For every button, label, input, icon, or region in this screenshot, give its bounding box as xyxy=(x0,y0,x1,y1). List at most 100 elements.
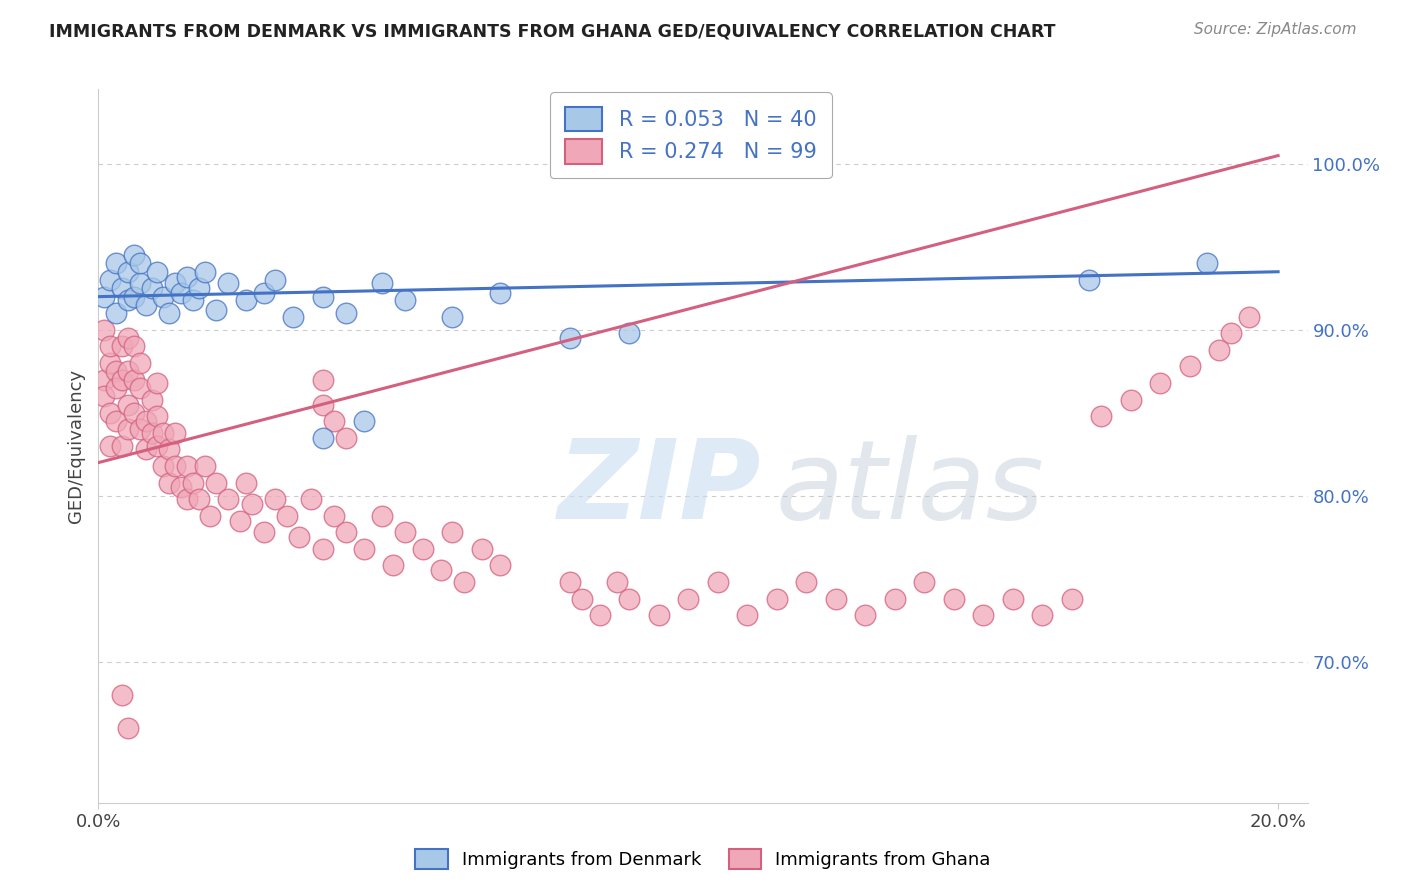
Point xyxy=(170,286,193,301)
Point xyxy=(146,376,169,390)
Point xyxy=(1090,409,1112,424)
Text: Source: ZipAtlas.com: Source: ZipAtlas.com xyxy=(1194,22,1357,37)
Point xyxy=(252,525,274,540)
Point xyxy=(117,293,139,307)
Point xyxy=(93,290,115,304)
Point xyxy=(912,575,935,590)
Point xyxy=(281,310,304,324)
Point xyxy=(252,286,274,301)
Legend: Immigrants from Denmark, Immigrants from Ghana: Immigrants from Denmark, Immigrants from… xyxy=(406,839,1000,879)
Point xyxy=(240,497,263,511)
Point xyxy=(205,475,228,490)
Point xyxy=(122,406,145,420)
Point xyxy=(794,575,817,590)
Point xyxy=(105,381,128,395)
Point xyxy=(735,608,758,623)
Point xyxy=(157,475,180,490)
Point xyxy=(152,425,174,440)
Point xyxy=(1078,273,1101,287)
Point xyxy=(288,530,311,544)
Point xyxy=(205,302,228,317)
Point xyxy=(370,508,392,523)
Point xyxy=(353,541,375,556)
Point xyxy=(264,492,287,507)
Point xyxy=(98,273,121,287)
Point xyxy=(93,389,115,403)
Point xyxy=(176,458,198,473)
Point xyxy=(429,564,451,578)
Point xyxy=(235,293,257,307)
Point xyxy=(117,364,139,378)
Point xyxy=(264,273,287,287)
Point xyxy=(128,422,150,436)
Point xyxy=(111,339,134,353)
Point xyxy=(105,364,128,378)
Point xyxy=(706,575,728,590)
Point xyxy=(311,541,333,556)
Point xyxy=(619,591,641,606)
Point xyxy=(311,373,333,387)
Point xyxy=(678,591,700,606)
Point xyxy=(128,381,150,395)
Point xyxy=(619,326,641,340)
Point xyxy=(471,541,494,556)
Point xyxy=(165,277,187,291)
Point xyxy=(1119,392,1142,407)
Point xyxy=(1031,608,1053,623)
Point xyxy=(824,591,846,606)
Point xyxy=(98,439,121,453)
Point xyxy=(194,265,217,279)
Point xyxy=(394,293,416,307)
Point xyxy=(181,475,204,490)
Point xyxy=(1001,591,1024,606)
Point xyxy=(335,306,357,320)
Point xyxy=(276,508,298,523)
Point xyxy=(217,492,239,507)
Point xyxy=(235,475,257,490)
Point xyxy=(311,431,333,445)
Point xyxy=(1060,591,1083,606)
Point xyxy=(146,439,169,453)
Point xyxy=(128,277,150,291)
Point xyxy=(176,269,198,284)
Point xyxy=(299,492,322,507)
Point xyxy=(560,331,582,345)
Point xyxy=(117,422,139,436)
Point xyxy=(165,458,187,473)
Point xyxy=(135,414,157,428)
Point xyxy=(1219,326,1241,340)
Point xyxy=(105,414,128,428)
Point xyxy=(111,439,134,453)
Point xyxy=(648,608,671,623)
Point xyxy=(229,514,252,528)
Point xyxy=(117,265,139,279)
Point xyxy=(942,591,965,606)
Point xyxy=(412,541,434,556)
Point xyxy=(1208,343,1230,357)
Point xyxy=(1197,256,1219,270)
Point xyxy=(382,558,405,573)
Point xyxy=(105,256,128,270)
Point xyxy=(141,281,163,295)
Y-axis label: GED/Equivalency: GED/Equivalency xyxy=(66,369,84,523)
Point xyxy=(141,425,163,440)
Point xyxy=(488,558,510,573)
Point xyxy=(765,591,787,606)
Point xyxy=(323,414,346,428)
Point xyxy=(122,290,145,304)
Text: ZIP: ZIP xyxy=(558,435,762,542)
Point xyxy=(441,525,464,540)
Point xyxy=(311,397,333,411)
Point xyxy=(853,608,876,623)
Point xyxy=(157,442,180,457)
Point xyxy=(98,356,121,370)
Point xyxy=(152,290,174,304)
Point xyxy=(98,406,121,420)
Point xyxy=(157,306,180,320)
Text: atlas: atlas xyxy=(776,435,1045,542)
Point xyxy=(152,458,174,473)
Point xyxy=(122,373,145,387)
Point xyxy=(571,591,593,606)
Point xyxy=(176,492,198,507)
Point xyxy=(98,339,121,353)
